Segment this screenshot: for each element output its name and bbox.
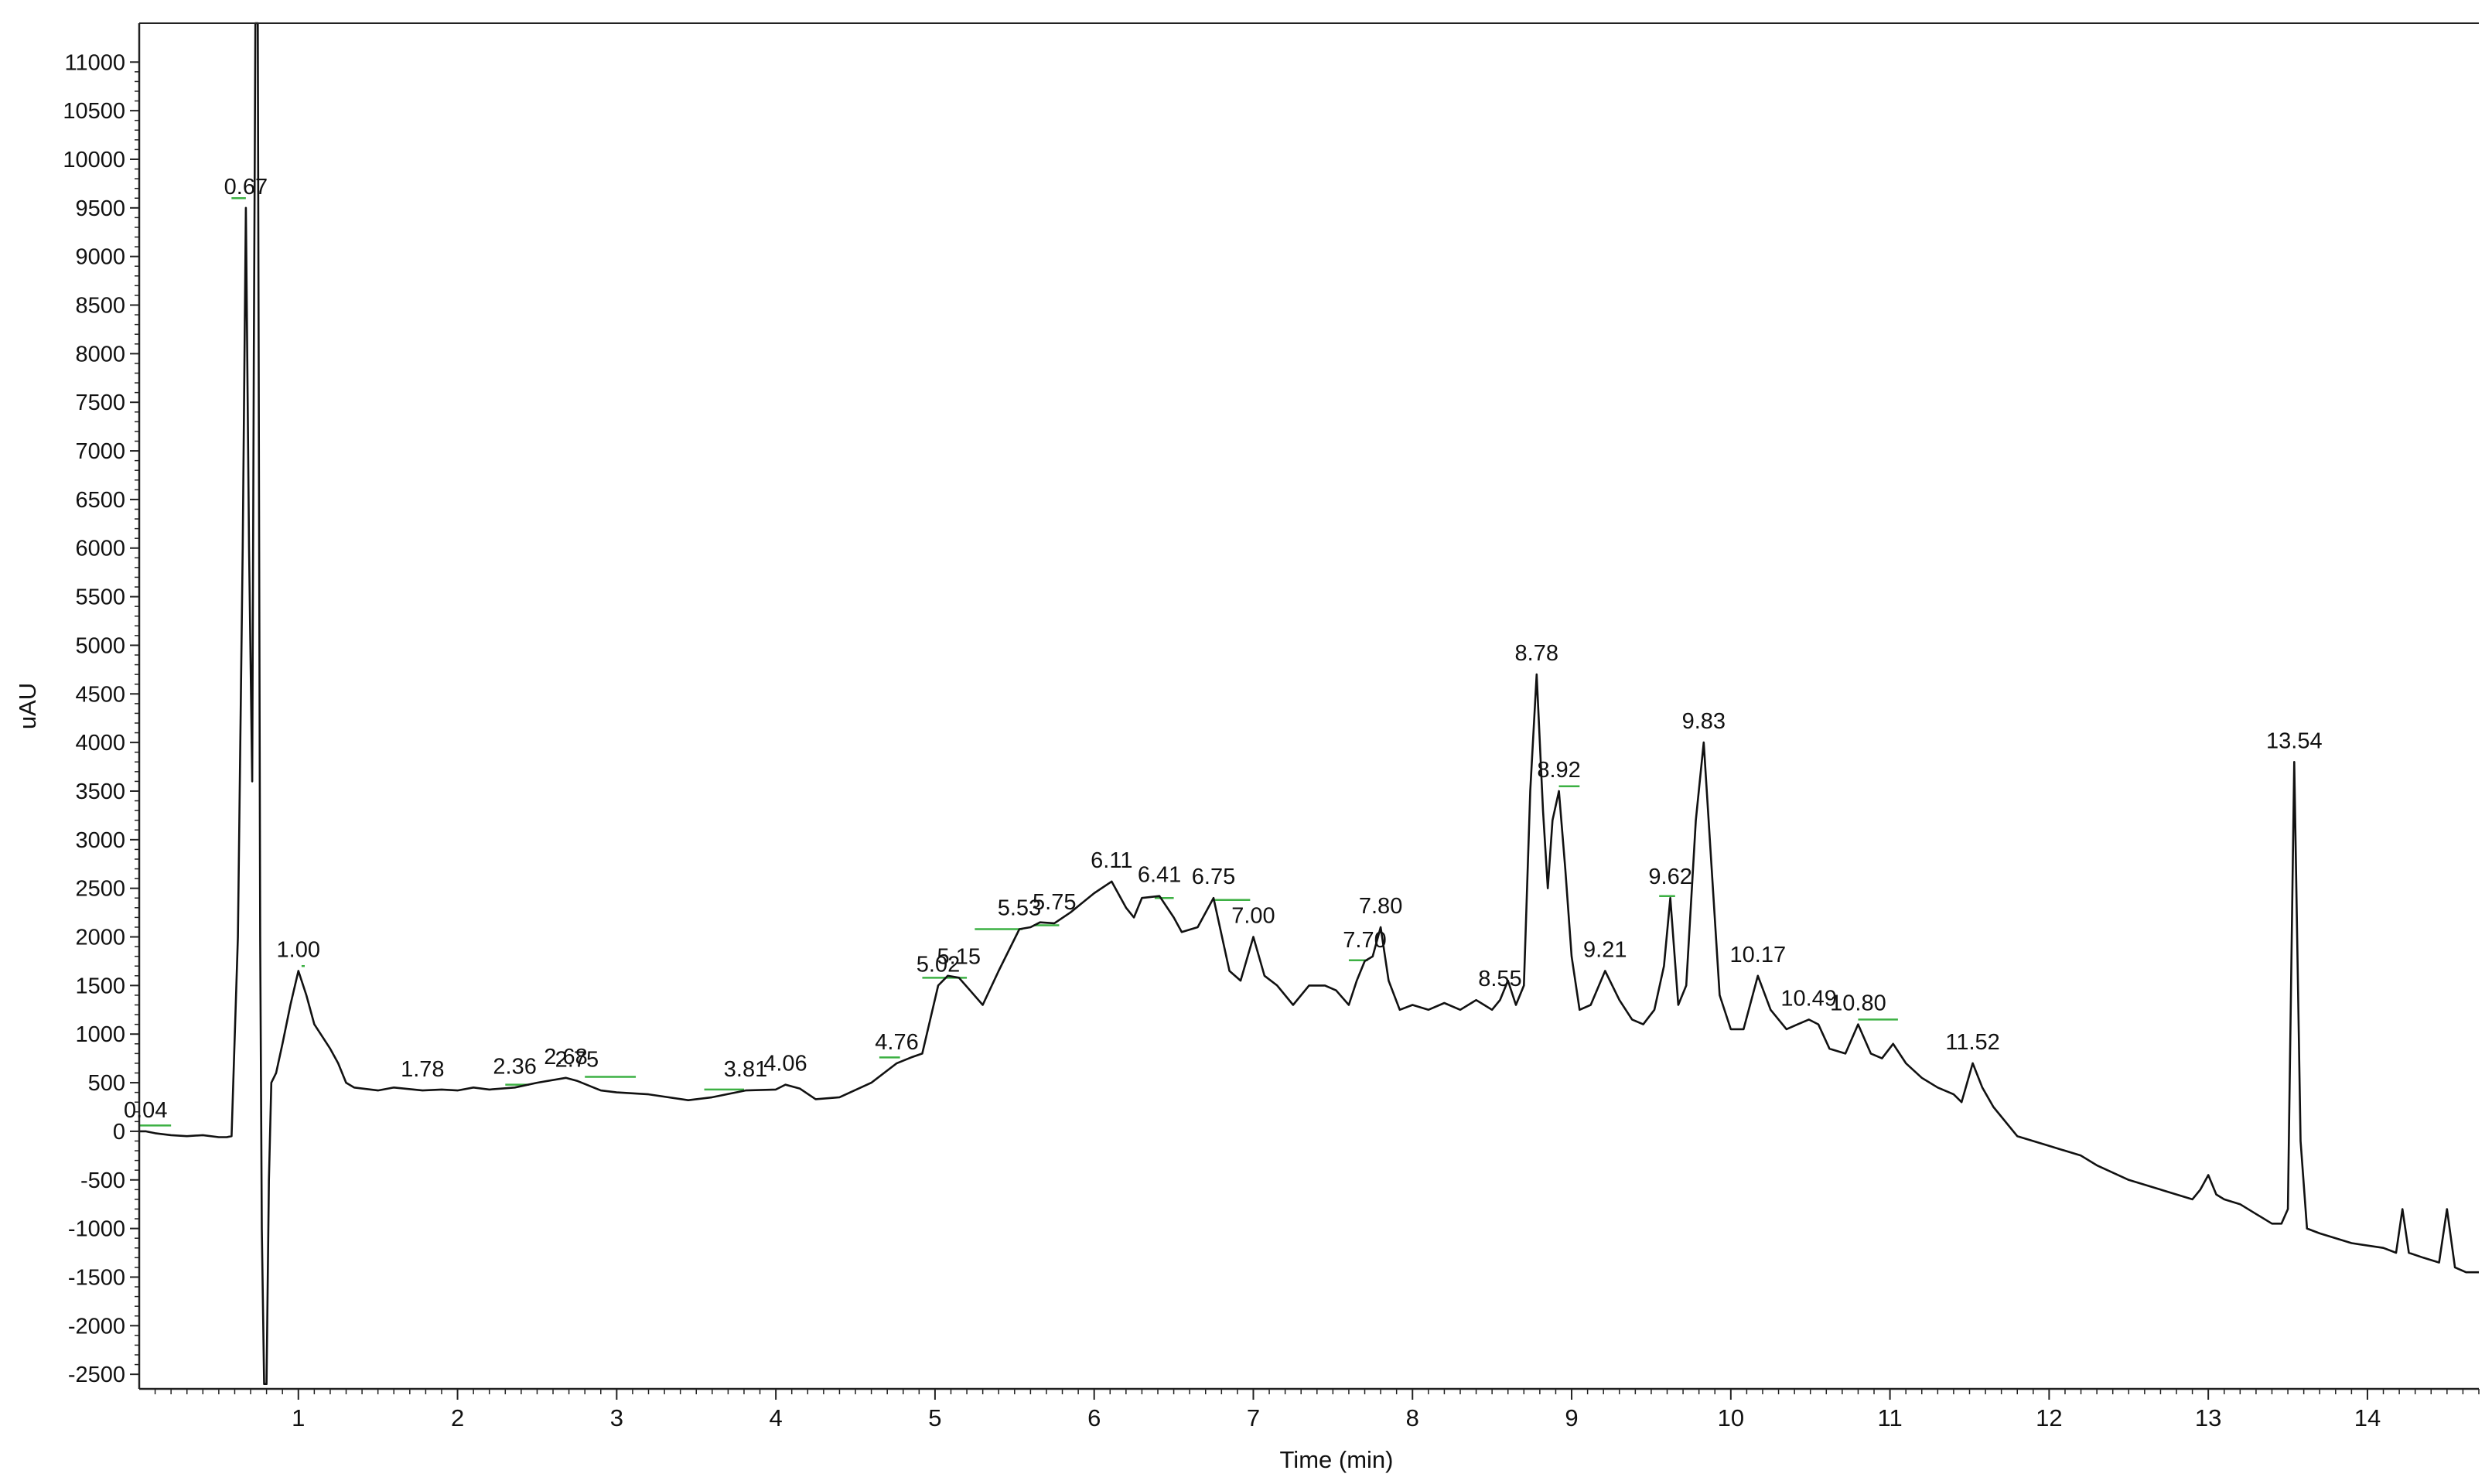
peak-label: 10.49	[1780, 986, 1837, 1011]
y-tick-label: 2500	[75, 877, 125, 902]
y-axis-title: uAU	[14, 683, 41, 729]
y-tick-label: 10500	[63, 99, 125, 124]
y-tick-label: 7500	[75, 391, 125, 415]
peak-label: 13.54	[2266, 728, 2323, 753]
peak-label: 4.06	[763, 1052, 807, 1076]
y-tick-label: -2000	[68, 1314, 125, 1339]
x-axis-title: Time (min)	[1280, 1446, 1394, 1473]
x-tick-label: 10	[1718, 1404, 1744, 1431]
y-tick-label: 7000	[75, 439, 125, 464]
peak-label: 2.68	[544, 1045, 587, 1070]
x-tick-label: 4	[770, 1404, 783, 1431]
peak-label: 1.78	[401, 1057, 444, 1082]
peak-label: 5.02	[917, 952, 960, 977]
axes	[138, 22, 2479, 1390]
y-tick-label: 11000	[65, 50, 126, 75]
peak-label: 3.81	[724, 1057, 767, 1082]
peak-label: 7.80	[1359, 894, 1402, 919]
peak-label: 6.11	[1091, 848, 1132, 873]
peak-label: 8.55	[1478, 967, 1521, 991]
peak-label: 5.15	[937, 944, 981, 969]
baseline-markers	[139, 196, 1898, 1127]
y-tick-label: 8500	[75, 294, 125, 319]
peak-label: 11.52	[1945, 1030, 1999, 1055]
peak-label: 8.78	[1515, 641, 1558, 666]
y-tick-label: -2500	[68, 1363, 125, 1387]
y-tick-label: 1000	[75, 1022, 125, 1047]
x-tick-label: 14	[2354, 1404, 2381, 1431]
x-tick-label: 8	[1406, 1404, 1419, 1431]
y-tick-label: 5000	[75, 633, 125, 658]
y-tick-label: 3000	[75, 828, 125, 853]
peak-label: 6.75	[1192, 865, 1235, 889]
x-tick-label: 6	[1087, 1404, 1101, 1431]
x-tick-label: 11	[1878, 1404, 1903, 1431]
y-tick-label: 6000	[75, 537, 125, 561]
y-tick-label: 0	[113, 1120, 125, 1145]
x-tick-label: 9	[1565, 1404, 1578, 1431]
y-tick-label: 9500	[75, 196, 125, 221]
x-tick-label: 2	[451, 1404, 464, 1431]
y-tick-label: 1500	[75, 974, 125, 998]
peak-label: 7.70	[1343, 928, 1386, 953]
peak-label: 8.92	[1537, 758, 1580, 783]
y-tick-label: 8000	[75, 342, 125, 367]
peak-label: 9.62	[1648, 865, 1691, 889]
peak-label: 10.80	[1830, 991, 1886, 1016]
y-tick-label: 10000	[63, 148, 125, 172]
peak-labels: 0.04 0.67 1.00 1.78 2.36 2.682.75 3.814.06 4.76…	[124, 175, 2323, 1123]
peak-label: 10.17	[1730, 943, 1787, 967]
y-tick-label: 500	[88, 1071, 125, 1096]
y-tick-label: 9000	[75, 245, 125, 270]
peak-label: 5.75	[1033, 890, 1076, 915]
series-line	[139, 22, 2479, 1385]
x-tick-label: 12	[2036, 1404, 2062, 1431]
ticks: -2500 -2000 -1500 -1000 -500 0 500 1000 1500 2000…	[63, 50, 2480, 1431]
x-tick-label: 13	[2195, 1404, 2221, 1431]
x-tick-label: 7	[1247, 1404, 1260, 1431]
x-tick-label: 3	[610, 1404, 623, 1431]
y-tick-label: 2000	[75, 926, 125, 950]
y-tick-label: 3500	[75, 780, 125, 804]
y-tick-label: -1000	[68, 1217, 125, 1242]
peak-label: 2.75	[555, 1048, 599, 1073]
y-tick-label: -1500	[68, 1265, 125, 1290]
y-tick-label: 5500	[75, 585, 125, 610]
x-tick-label: 5	[928, 1404, 941, 1431]
peak-label: 9.83	[1682, 709, 1726, 734]
peak-label: 9.21	[1583, 938, 1627, 963]
y-tick-label: 6500	[75, 488, 125, 513]
x-tick-label: 1	[292, 1404, 305, 1431]
y-tick-label: 4000	[75, 731, 125, 756]
y-tick-label: -500	[80, 1168, 125, 1193]
peak-label: 2.36	[493, 1054, 536, 1079]
peak-label: 4.76	[875, 1030, 918, 1055]
y-tick-label: 4500	[75, 682, 125, 707]
peak-label: 0.04	[124, 1098, 167, 1123]
peak-label: 0.67	[224, 175, 268, 200]
peak-label: 1.00	[277, 938, 320, 963]
peak-label: 7.00	[1231, 904, 1275, 929]
peak-label: 6.41	[1138, 863, 1181, 888]
peak-label: 5.53	[998, 896, 1041, 920]
